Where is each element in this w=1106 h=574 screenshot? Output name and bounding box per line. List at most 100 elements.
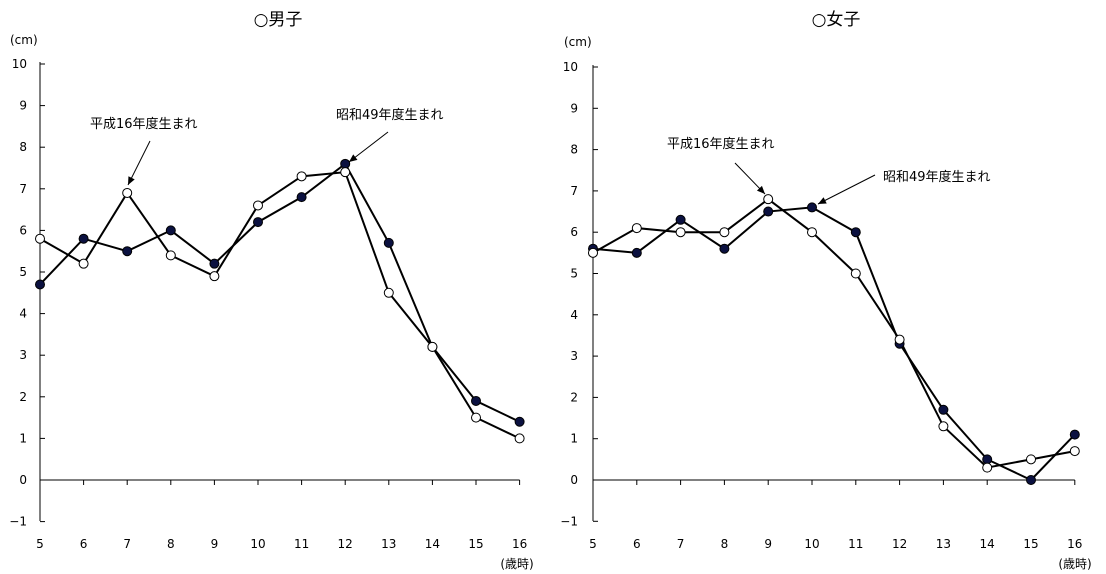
y-tick-label: 10 bbox=[563, 60, 578, 74]
data-point bbox=[675, 214, 686, 225]
data-point bbox=[1026, 454, 1036, 465]
data-point bbox=[35, 233, 45, 244]
x-tick-label: 10 bbox=[804, 537, 819, 551]
y-tick-label: 2 bbox=[570, 390, 578, 404]
x-tick-label: 5 bbox=[589, 537, 597, 551]
data-point bbox=[471, 395, 481, 406]
data-point bbox=[938, 421, 949, 432]
data-point bbox=[383, 287, 394, 298]
x-tick-label: 9 bbox=[211, 537, 219, 551]
y-tick-label: 1 bbox=[570, 432, 578, 446]
data-point bbox=[588, 247, 598, 258]
x-tick-label: 8 bbox=[721, 537, 729, 551]
x-tick-label: 12 bbox=[892, 537, 907, 551]
data-point bbox=[209, 258, 220, 269]
data-point bbox=[78, 233, 89, 244]
x-tick-label: 15 bbox=[1023, 537, 1038, 551]
x-tick-label: 9 bbox=[764, 537, 772, 551]
data-point bbox=[631, 247, 642, 258]
y-tick-label: 5 bbox=[19, 265, 27, 279]
y-tick-label: 6 bbox=[570, 225, 578, 239]
y-unit-label: (cm) bbox=[10, 33, 38, 47]
series-line-1 bbox=[592, 206, 1076, 482]
data-point bbox=[1069, 429, 1080, 440]
x-tick-label: 8 bbox=[167, 537, 175, 551]
x-tick-label: 11 bbox=[848, 537, 863, 551]
series-annotation-label: 昭和49年度生まれ bbox=[883, 169, 991, 185]
x-tick-label: 6 bbox=[633, 537, 641, 551]
data-point bbox=[631, 223, 642, 234]
data-point bbox=[938, 404, 949, 415]
annotation-arrow bbox=[127, 140, 151, 186]
series-annotation-label: 平成16年度生まれ bbox=[667, 136, 775, 152]
chart-title: ○女子 bbox=[812, 10, 861, 30]
x-tick-label: 14 bbox=[425, 537, 440, 551]
chart-title: ○男子 bbox=[254, 10, 303, 30]
data-point bbox=[719, 243, 730, 254]
annotation-arrow bbox=[817, 174, 876, 205]
x-tick-label: 16 bbox=[1067, 537, 1082, 551]
data-point bbox=[982, 454, 993, 465]
data-point bbox=[982, 462, 993, 473]
data-point bbox=[763, 206, 774, 217]
y-tick-label: 9 bbox=[19, 99, 27, 113]
x-tick-label: 13 bbox=[936, 537, 951, 551]
data-point bbox=[253, 200, 263, 211]
data-point bbox=[209, 271, 220, 282]
annotation-arrowhead bbox=[818, 197, 827, 204]
annotation-arrowhead bbox=[756, 185, 765, 194]
x-tick-label: 12 bbox=[338, 537, 353, 551]
data-point bbox=[165, 225, 176, 236]
x-tick-label: 11 bbox=[294, 537, 309, 551]
y-unit-label: (cm) bbox=[564, 35, 592, 49]
annotation-arrow bbox=[348, 131, 389, 163]
data-point bbox=[383, 237, 394, 248]
data-point bbox=[763, 194, 774, 205]
y-tick-label: 0 bbox=[19, 473, 27, 487]
series-annotation-label: 昭和49年度生まれ bbox=[336, 107, 444, 123]
data-point bbox=[165, 250, 176, 261]
series-line-2 bbox=[39, 171, 521, 440]
x-tick-label: 7 bbox=[123, 537, 131, 551]
y-tick-label: 7 bbox=[570, 184, 578, 198]
y-tick-label: 10 bbox=[12, 57, 27, 71]
y-tick-label: −1 bbox=[9, 515, 27, 529]
data-point bbox=[850, 268, 861, 279]
data-point bbox=[253, 217, 263, 228]
series-annotation-label: 平成16年度生まれ bbox=[90, 116, 198, 132]
data-point bbox=[122, 187, 133, 198]
y-tick-label: 8 bbox=[19, 140, 27, 154]
x-tick-label: 5 bbox=[36, 537, 44, 551]
y-tick-label: 9 bbox=[570, 101, 578, 115]
data-point bbox=[296, 192, 307, 203]
x-unit-label: (歳時) bbox=[1058, 557, 1091, 571]
y-tick-label: 3 bbox=[570, 349, 578, 363]
y-tick-label: −1 bbox=[560, 514, 578, 528]
data-point bbox=[1026, 475, 1036, 485]
data-point bbox=[807, 202, 817, 213]
data-point bbox=[894, 334, 905, 345]
y-tick-label: 8 bbox=[570, 143, 578, 157]
data-point bbox=[850, 227, 861, 238]
series-line-2 bbox=[592, 197, 1075, 469]
annotation-arrowhead bbox=[128, 176, 135, 185]
x-tick-label: 16 bbox=[512, 537, 527, 551]
data-point bbox=[1069, 446, 1080, 457]
y-tick-label: 4 bbox=[19, 307, 27, 321]
x-tick-label: 15 bbox=[468, 537, 483, 551]
data-point bbox=[675, 227, 686, 238]
x-tick-label: 10 bbox=[250, 537, 265, 551]
data-point bbox=[427, 341, 438, 352]
data-point bbox=[340, 167, 351, 178]
y-tick-label: 4 bbox=[570, 308, 578, 322]
data-point bbox=[514, 416, 525, 427]
y-tick-label: 3 bbox=[19, 348, 27, 362]
x-tick-label: 6 bbox=[80, 537, 88, 551]
x-tick-label: 7 bbox=[677, 537, 685, 551]
data-point bbox=[719, 227, 730, 238]
data-point bbox=[122, 246, 133, 257]
data-point bbox=[807, 227, 817, 238]
x-tick-label: 14 bbox=[980, 537, 995, 551]
